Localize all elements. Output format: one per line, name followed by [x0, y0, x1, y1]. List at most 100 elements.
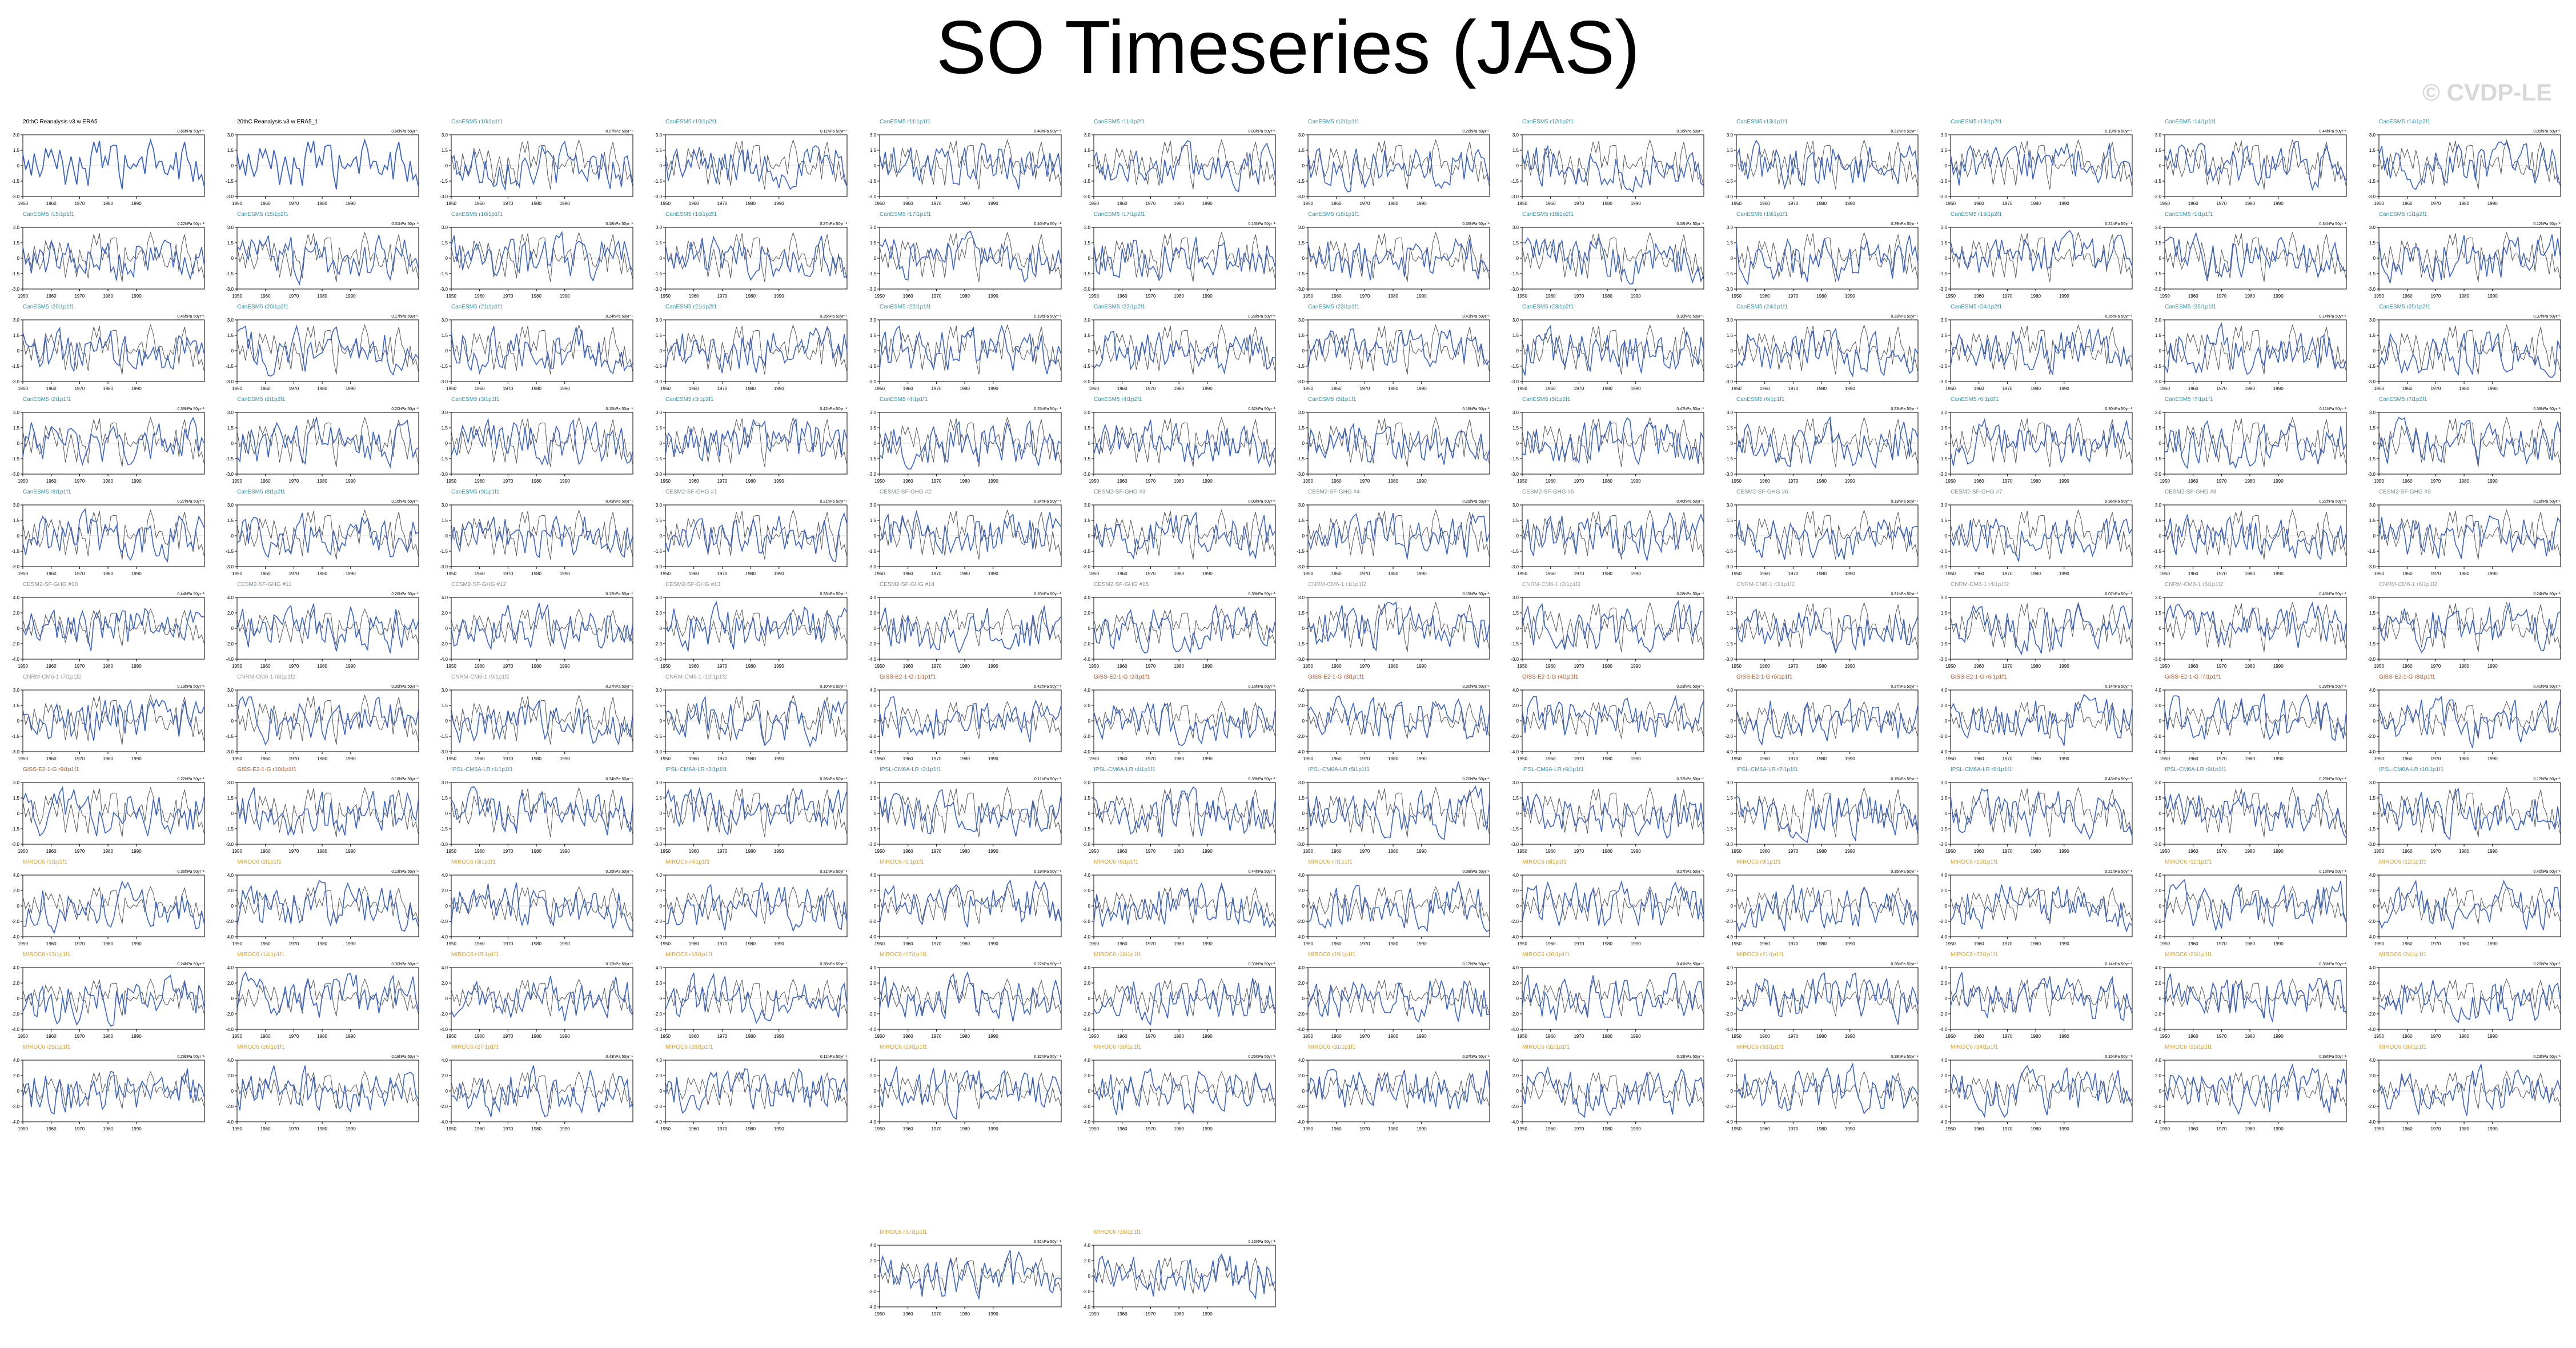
- member-series-line: [879, 324, 1062, 374]
- x-tick-label: 1990: [1845, 664, 1855, 669]
- y-tick-label: 2.0: [227, 611, 234, 616]
- x-tick-label: 1990: [988, 1034, 998, 1039]
- x-tick-label: 1990: [774, 1126, 784, 1132]
- x-tick-label: 1960: [1974, 294, 1984, 299]
- x-tick-label: 1970: [1359, 664, 1370, 669]
- panel-title: CanESM5 r14i1p1f1: [2165, 119, 2216, 125]
- panel: CESM2-SF-GHG #80.22hPa 50yr⁻¹3.01.50-1.5…: [2153, 489, 2347, 576]
- y-tick-label: -3.0: [1939, 194, 1947, 199]
- y-tick-label: 4.0: [1084, 1243, 1091, 1248]
- y-tick-label: 3.0: [1727, 225, 1734, 230]
- x-tick-label: 1990: [2273, 756, 2284, 761]
- x-tick-label: 1950: [18, 1034, 28, 1039]
- x-tick-label: 1970: [1788, 849, 1798, 854]
- y-tick-label: 4.0: [1512, 1058, 1519, 1063]
- y-tick-label: -2.0: [868, 641, 876, 647]
- x-tick-label: 1960: [2402, 664, 2413, 669]
- x-tick-label: 1960: [1117, 664, 1127, 669]
- y-tick-label: -1.5: [1511, 364, 1519, 369]
- x-tick-label: 1960: [260, 849, 271, 854]
- x-tick-label: 1960: [1546, 1126, 1556, 1132]
- y-tick-label: -4.0: [2153, 1027, 2161, 1032]
- x-tick-label: 1990: [2059, 571, 2069, 576]
- y-tick-label: 2.0: [13, 888, 20, 893]
- reference-series-line: [1522, 601, 1704, 652]
- x-tick-label: 1990: [2487, 479, 2498, 484]
- y-tick-label: 0: [1945, 348, 1948, 354]
- y-tick-label: -2.0: [2368, 1104, 2376, 1109]
- y-tick-label: 3.0: [2369, 410, 2376, 415]
- panel-trend: 0.40hPa 50yr⁻¹: [1676, 500, 1704, 504]
- y-tick-label: 1.5: [1727, 611, 1734, 616]
- y-tick-label: 0: [231, 441, 234, 446]
- y-tick-label: -1.5: [1082, 549, 1090, 554]
- x-tick-label: 1980: [1388, 664, 1398, 669]
- x-tick-label: 1970: [503, 571, 513, 576]
- y-tick-label: 4.0: [13, 873, 20, 878]
- panel: CESM2-SF-GHG #60.13hPa 50yr⁻¹3.01.50-1.5…: [1725, 489, 1918, 576]
- y-tick-label: -3.0: [868, 472, 876, 477]
- member-series-line: [665, 512, 848, 563]
- member-series-line: [236, 416, 419, 469]
- y-tick-label: 1.5: [13, 796, 20, 801]
- y-tick-label: 3.0: [1512, 410, 1519, 415]
- y-tick-label: -4.0: [1082, 749, 1090, 755]
- x-tick-label: 1990: [1845, 386, 1855, 391]
- y-tick-label: 2.0: [2155, 981, 2162, 986]
- x-tick-label: 1950: [1089, 664, 1099, 669]
- y-tick-label: -4.0: [2153, 934, 2161, 940]
- y-tick-label: -1.5: [11, 734, 19, 739]
- panel-trend: 0.21hPa 50yr⁻¹: [2105, 870, 2132, 874]
- y-tick-label: 0: [1302, 533, 1305, 539]
- y-tick-label: 0: [1302, 996, 1305, 1001]
- reference-series-line: [1307, 886, 1490, 924]
- panel-title: IPSL-CM6A-LR r1i1p1f1: [451, 767, 513, 773]
- x-tick-label: 1990: [2059, 1034, 2069, 1039]
- y-tick-label: -3.0: [1725, 379, 1733, 384]
- y-tick-label: 2.0: [2369, 981, 2376, 986]
- member-series-line: [1307, 695, 1490, 740]
- x-tick-label: 1980: [2459, 756, 2469, 761]
- panel-trend: 0.35hPa 50yr⁻¹: [391, 685, 419, 689]
- y-tick-label: 1.5: [227, 518, 234, 523]
- x-tick-label: 1950: [446, 479, 456, 484]
- x-tick-label: 1990: [1417, 386, 1427, 391]
- panel-trend: 0.31hPa 50yr⁻¹: [1891, 130, 1918, 134]
- x-tick-label: 1990: [1631, 294, 1641, 299]
- y-tick-label: -4.0: [2368, 934, 2376, 940]
- x-tick-label: 1950: [1945, 294, 1956, 299]
- panel-title: IPSL-CM6A-LR r3i1p1f1: [880, 767, 941, 773]
- y-tick-label: 0: [1731, 348, 1734, 354]
- x-tick-label: 1990: [2273, 1034, 2284, 1039]
- x-tick-label: 1990: [988, 201, 998, 206]
- panel-title: CanESM5 r8i1p2f1: [237, 489, 286, 495]
- x-tick-label: 1970: [74, 571, 85, 576]
- panel-title: CESM2-SF-GHG #15: [1094, 581, 1149, 588]
- y-tick-label: -3.0: [2153, 564, 2161, 569]
- reference-series-line: [1093, 787, 1276, 837]
- x-tick-label: 1990: [1631, 386, 1641, 391]
- y-tick-label: -4.0: [1511, 749, 1519, 755]
- y-tick-label: -3.0: [1725, 657, 1733, 662]
- y-tick-label: 1.5: [1512, 611, 1519, 616]
- member-series-line: [1736, 884, 1919, 933]
- x-tick-label: 1950: [1303, 201, 1313, 206]
- panel-trend: 0.43hPa 50yr⁻¹: [2105, 777, 2132, 781]
- x-tick-label: 1960: [46, 571, 57, 576]
- panel-trend: 0.20hPa 50yr⁻¹: [1034, 592, 1061, 596]
- y-tick-label: 0: [1731, 163, 1734, 168]
- y-tick-label: -3.0: [1082, 194, 1090, 199]
- y-tick-label: 4.0: [1298, 965, 1305, 970]
- y-tick-label: 3.0: [1084, 410, 1091, 415]
- panel: CESM2-SF-GHG #40.29hPa 50yr⁻¹3.01.50-1.5…: [1297, 489, 1490, 576]
- x-tick-label: 1990: [774, 386, 784, 391]
- y-tick-label: 4.0: [656, 595, 663, 600]
- x-tick-label: 1950: [660, 294, 671, 299]
- x-tick-label: 1960: [2402, 1034, 2413, 1039]
